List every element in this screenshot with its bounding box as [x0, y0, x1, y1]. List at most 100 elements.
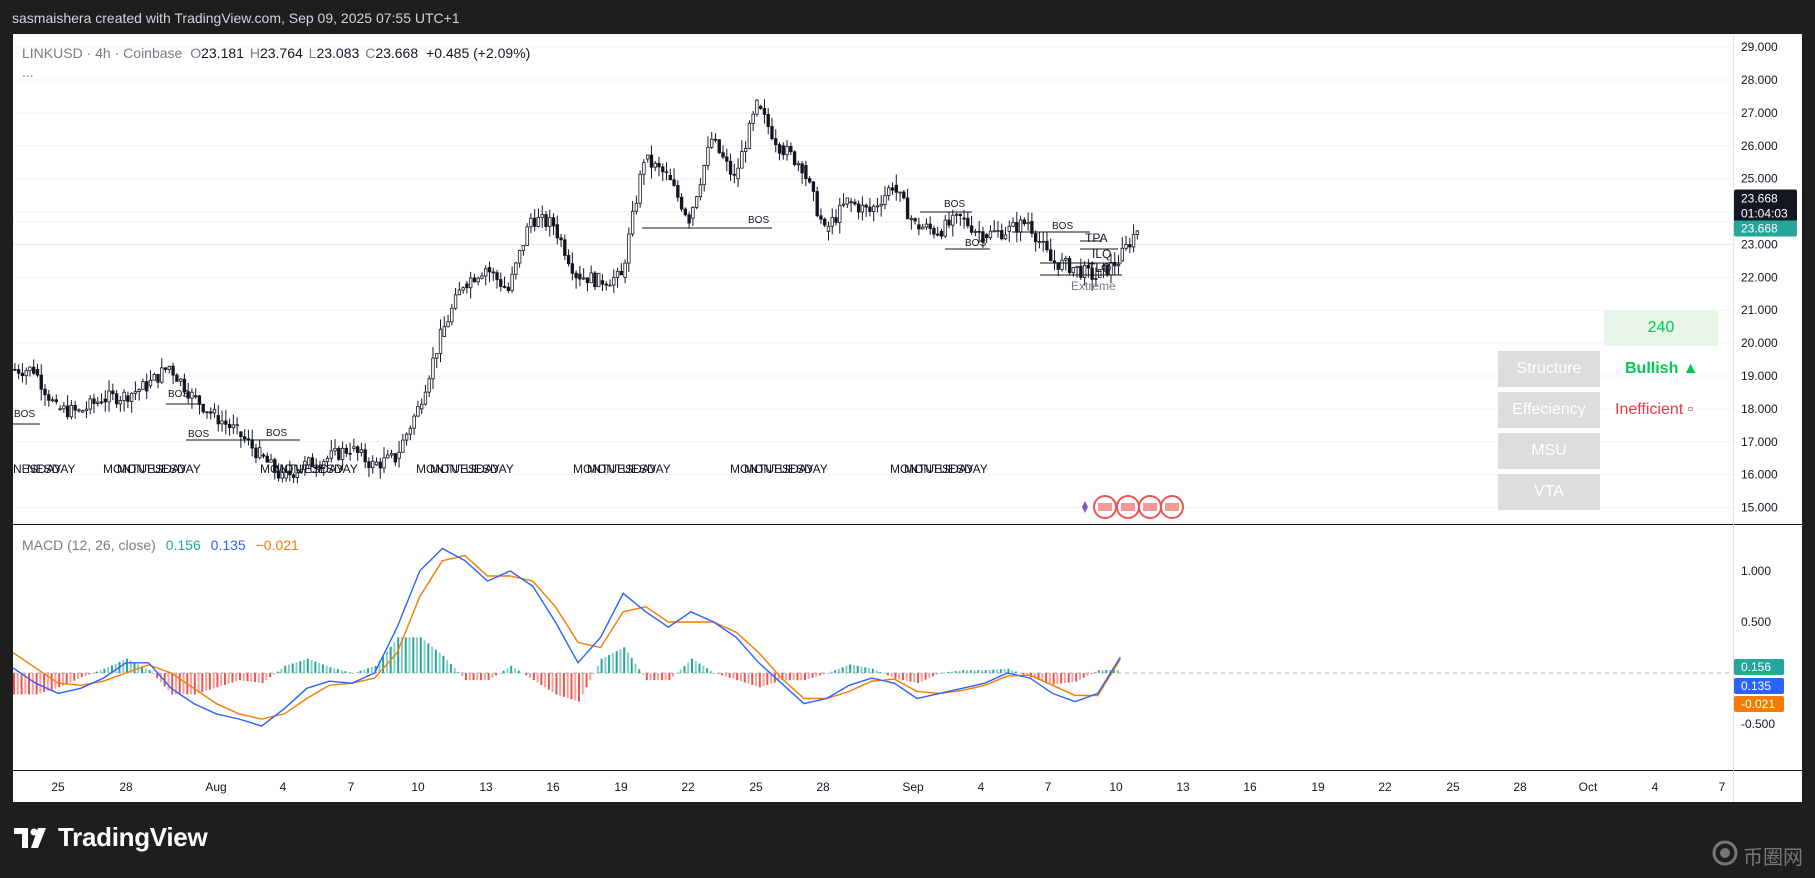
candle-body [785, 146, 789, 156]
macd-hist-bar [24, 673, 27, 695]
candle-body [103, 398, 107, 403]
candle-body [133, 391, 138, 394]
time-tick-label: 16 [1243, 780, 1257, 794]
macd-hist-bar [890, 673, 893, 678]
macd-hist-bar [126, 658, 128, 674]
macd-hist-bar [905, 673, 908, 681]
macd-hist-bar [1014, 671, 1017, 674]
candle-body [890, 187, 895, 191]
macd-hist-bar [849, 664, 852, 674]
macd-hist-bar [924, 673, 927, 680]
macd-hist-bar [687, 662, 690, 674]
tradingview-logo-icon [14, 826, 50, 850]
macd-hist-bar [431, 646, 434, 674]
us-flag-icon [1143, 503, 1157, 511]
candle-body [269, 459, 273, 463]
candle-body [205, 411, 209, 414]
macd-hist-bar [596, 665, 599, 674]
macd-hist-bar [965, 670, 968, 674]
candle-body [864, 204, 868, 208]
candle-body [879, 203, 883, 207]
prev-price-badge [1734, 220, 1797, 237]
tradingview-brand[interactable]: TradingView [14, 822, 208, 853]
macd-hist-bar [370, 667, 373, 674]
time-tick-label: 25 [51, 780, 65, 794]
macd-hist-bar [46, 673, 49, 691]
macd-hist-bar [939, 673, 942, 674]
candle-body [838, 204, 842, 223]
time-axis-bg [13, 770, 1802, 802]
candle-body [804, 165, 808, 180]
candle-body [371, 460, 375, 469]
candle-body [540, 214, 544, 218]
candle-body [710, 138, 714, 148]
high-value: 23.764 [259, 45, 303, 61]
macd-hist-bar [197, 673, 200, 694]
time-tick-label: 19 [1311, 780, 1325, 794]
bos-label: BOS [14, 409, 35, 420]
candle-body [250, 439, 254, 449]
macd-hist-bar [212, 673, 215, 689]
price-axis[interactable]: 29.00028.00027.00026.00025.00024.00023.0… [1733, 34, 1802, 524]
time-tick-label: 4 [280, 780, 287, 794]
symbol-legend[interactable]: LINKUSD · 4h · Coinbase O23.181 H23.764 … [22, 45, 531, 61]
candle-body [107, 390, 111, 403]
macd-hist-bar [642, 673, 645, 675]
macd-hist-bar [593, 673, 596, 674]
candle-body [118, 400, 123, 405]
grid [13, 46, 1733, 509]
time-tick-label: 7 [1045, 780, 1052, 794]
time-tick-label: 25 [749, 780, 763, 794]
macd-hist-bar [506, 668, 509, 674]
macd-hist-bar [852, 665, 855, 674]
macd-badge-label: 0.135 [1741, 679, 1771, 693]
candle-body [555, 224, 559, 239]
price-tick-label: 17.000 [1741, 435, 1778, 449]
macd-hist-bar [544, 673, 547, 688]
candle-body [129, 392, 134, 402]
macd-hist-bar [269, 673, 272, 678]
candle-body [431, 357, 435, 380]
macd-hist-bar [216, 673, 219, 688]
macd-axis[interactable]: 1.000 0.500 -0.500 0.156 0.135 -0.021 [1733, 525, 1802, 770]
macd-hist-bar [329, 667, 332, 674]
candle-body [717, 139, 721, 154]
time-tick-label: 28 [816, 780, 830, 794]
macd-hist-bar [449, 663, 452, 674]
signal-line [12, 554, 1121, 720]
macd-pane[interactable] [12, 547, 1733, 727]
macd-hist-bar [461, 673, 464, 677]
us-flag-icon [1098, 503, 1112, 511]
macd-title[interactable]: MACD (12, 26, close) [22, 537, 156, 553]
candle-body [807, 178, 812, 183]
candle-body [453, 294, 458, 309]
candle-body [62, 405, 66, 410]
candle-body [743, 148, 748, 152]
macd-hist-bar [954, 671, 957, 674]
candle-body [35, 369, 40, 376]
candle-body [1022, 219, 1027, 225]
candle-body [694, 196, 699, 208]
candle-body [329, 450, 333, 459]
macd-hist-bar [660, 673, 663, 681]
macd-hist-bar [1116, 670, 1119, 674]
candle-body [747, 122, 752, 149]
macd-hist-bar [943, 672, 946, 674]
symbol-name[interactable]: LINKUSD [22, 45, 83, 61]
candle-body [506, 286, 510, 291]
macd-hist-bar [480, 673, 483, 681]
more-button[interactable]: ... [22, 64, 34, 80]
macd-hist-bar [340, 670, 343, 674]
candle-body [1131, 234, 1136, 248]
time-axis[interactable]: 25 28 Aug 4 7 10 13 16 19 22 25 28 Sep 4 7 10 13 16 19 22 25… [13, 770, 1802, 802]
macd-hist-bar [250, 673, 253, 682]
us-flag-icon [1121, 503, 1135, 511]
macd-hist-bar [856, 665, 859, 674]
macd-hist-bar [325, 665, 328, 674]
candle-body [1015, 222, 1019, 233]
candle-body [973, 230, 978, 233]
macd-hist-bar [1101, 670, 1104, 674]
candle-body [461, 287, 465, 291]
macd-legend[interactable]: MACD (12, 26, close) 0.156 0.135 −0.021 [22, 537, 299, 553]
